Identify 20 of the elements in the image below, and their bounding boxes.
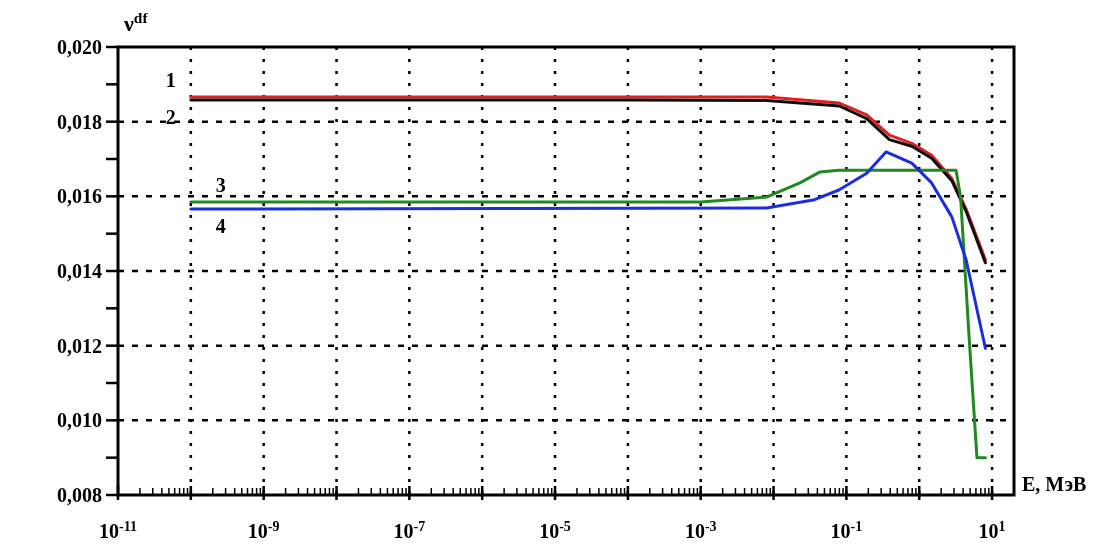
x-tick-label: 10$^{-3}$: [684, 518, 717, 542]
x-tick-label: 10$^{1}$: [978, 518, 1006, 542]
series-label: 2: [165, 106, 176, 129]
series-label: 1: [165, 69, 176, 92]
y-tick-label: 0,008: [57, 484, 102, 506]
x-tick-label: 10$^{-11}$: [99, 518, 137, 542]
y-tick-label: 0,018: [57, 110, 102, 133]
x-tick-label: 10$^{-1}$: [830, 518, 863, 542]
series-label: 4: [215, 215, 226, 238]
x-tick-label: 10$^{-5}$: [539, 518, 571, 542]
x-tick-label: 10$^{-7}$: [393, 518, 426, 542]
x-tick-label: 10$^{-9}$: [247, 518, 280, 542]
x-axis-title: E, МэВ: [1022, 473, 1087, 495]
y-tick-label: 0,014: [57, 260, 102, 282]
y-axis-title: ν$^{df}$: [123, 8, 149, 36]
y-tick-label: 0,020: [57, 36, 102, 58]
y-tick-label: 0,010: [57, 409, 102, 432]
series-label: 3: [215, 173, 226, 196]
y-tick-label: 0,012: [57, 334, 102, 357]
y-tick-label: 0,016: [57, 185, 102, 208]
